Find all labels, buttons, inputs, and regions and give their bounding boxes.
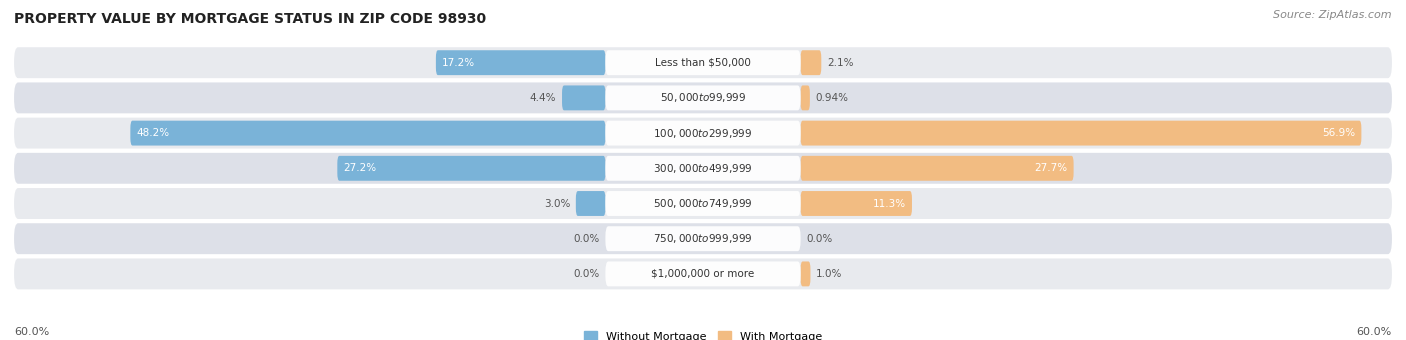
- Text: 60.0%: 60.0%: [14, 327, 49, 337]
- FancyBboxPatch shape: [800, 156, 1074, 181]
- Legend: Without Mortgage, With Mortgage: Without Mortgage, With Mortgage: [579, 327, 827, 340]
- FancyBboxPatch shape: [14, 118, 1392, 149]
- Text: 0.0%: 0.0%: [574, 269, 599, 279]
- FancyBboxPatch shape: [800, 191, 912, 216]
- Text: 0.94%: 0.94%: [815, 93, 849, 103]
- FancyBboxPatch shape: [606, 191, 800, 216]
- Text: 60.0%: 60.0%: [1357, 327, 1392, 337]
- Text: $50,000 to $99,999: $50,000 to $99,999: [659, 91, 747, 104]
- FancyBboxPatch shape: [14, 258, 1392, 289]
- Text: Less than $50,000: Less than $50,000: [655, 58, 751, 68]
- Text: 48.2%: 48.2%: [136, 128, 169, 138]
- Text: $750,000 to $999,999: $750,000 to $999,999: [654, 232, 752, 245]
- Text: 2.1%: 2.1%: [827, 58, 853, 68]
- Text: 0.0%: 0.0%: [807, 234, 832, 244]
- FancyBboxPatch shape: [606, 50, 800, 75]
- FancyBboxPatch shape: [606, 226, 800, 251]
- FancyBboxPatch shape: [562, 85, 606, 110]
- Text: 4.4%: 4.4%: [530, 93, 557, 103]
- Text: 27.7%: 27.7%: [1035, 163, 1069, 173]
- Text: $500,000 to $749,999: $500,000 to $749,999: [654, 197, 752, 210]
- FancyBboxPatch shape: [606, 261, 800, 286]
- FancyBboxPatch shape: [14, 153, 1392, 184]
- FancyBboxPatch shape: [131, 121, 606, 146]
- FancyBboxPatch shape: [800, 121, 1361, 146]
- FancyBboxPatch shape: [800, 261, 810, 286]
- Text: 1.0%: 1.0%: [817, 269, 842, 279]
- Text: 56.9%: 56.9%: [1323, 128, 1355, 138]
- Text: PROPERTY VALUE BY MORTGAGE STATUS IN ZIP CODE 98930: PROPERTY VALUE BY MORTGAGE STATUS IN ZIP…: [14, 12, 486, 26]
- Text: 11.3%: 11.3%: [873, 199, 907, 208]
- FancyBboxPatch shape: [606, 121, 800, 146]
- FancyBboxPatch shape: [800, 50, 821, 75]
- FancyBboxPatch shape: [14, 188, 1392, 219]
- FancyBboxPatch shape: [337, 156, 606, 181]
- Text: 17.2%: 17.2%: [441, 58, 475, 68]
- FancyBboxPatch shape: [606, 85, 800, 110]
- FancyBboxPatch shape: [14, 223, 1392, 254]
- FancyBboxPatch shape: [14, 47, 1392, 78]
- Text: $100,000 to $299,999: $100,000 to $299,999: [654, 126, 752, 140]
- Text: 3.0%: 3.0%: [544, 199, 569, 208]
- Text: $1,000,000 or more: $1,000,000 or more: [651, 269, 755, 279]
- FancyBboxPatch shape: [576, 191, 606, 216]
- Text: $300,000 to $499,999: $300,000 to $499,999: [654, 162, 752, 175]
- FancyBboxPatch shape: [14, 82, 1392, 113]
- Text: 27.2%: 27.2%: [343, 163, 377, 173]
- Text: 0.0%: 0.0%: [574, 234, 599, 244]
- FancyBboxPatch shape: [436, 50, 606, 75]
- FancyBboxPatch shape: [800, 85, 810, 110]
- FancyBboxPatch shape: [606, 156, 800, 181]
- Text: Source: ZipAtlas.com: Source: ZipAtlas.com: [1274, 10, 1392, 20]
